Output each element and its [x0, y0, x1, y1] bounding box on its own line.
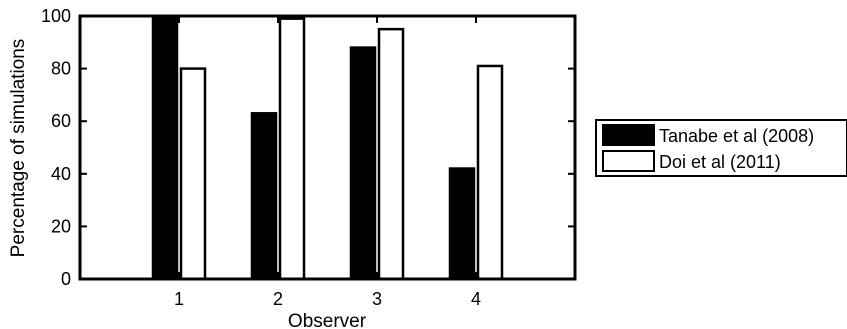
bars-group	[151, 14, 504, 281]
bar-doi-observer-3	[377, 27, 405, 281]
y-tick-label: 0	[61, 269, 71, 289]
y-axis-label: Percentage of simulations	[8, 39, 29, 258]
plot-frame	[78, 14, 577, 281]
x-tick-label: 3	[372, 289, 382, 309]
y-tick-label: 60	[51, 111, 71, 131]
x-tick-label: 1	[174, 289, 184, 309]
bar-doi-observer-1	[179, 67, 207, 281]
x-tick-label: 4	[471, 289, 481, 309]
bar-tanabe-observer-4	[448, 167, 476, 281]
bar-doi-observer-4	[476, 64, 504, 281]
legend-label-tanabe: Tanabe et al (2008)	[659, 126, 814, 146]
y-tick-label: 100	[41, 6, 71, 26]
bar-doi-observer-2	[278, 17, 306, 281]
y-tick-label: 80	[51, 59, 71, 79]
x-axis-ticks: 1 2 3 4	[174, 16, 481, 309]
x-axis-label: Observer	[288, 311, 367, 329]
bar-tanabe-observer-1	[151, 14, 179, 281]
y-tick-label: 40	[51, 164, 71, 184]
legend-swatch-doi	[602, 150, 655, 172]
legend: Tanabe et al (2008) Doi et al (2011)	[595, 119, 847, 177]
x-tick-label: 2	[273, 289, 283, 309]
y-tick-label: 20	[51, 216, 71, 236]
legend-label-doi: Doi et al (2011)	[659, 152, 781, 172]
y-axis-ticks: 0 20 40 60 80 100	[41, 6, 575, 289]
bar-tanabe-observer-2	[250, 112, 278, 281]
legend-swatch-tanabe	[602, 124, 655, 146]
bar-tanabe-observer-3	[349, 46, 377, 281]
